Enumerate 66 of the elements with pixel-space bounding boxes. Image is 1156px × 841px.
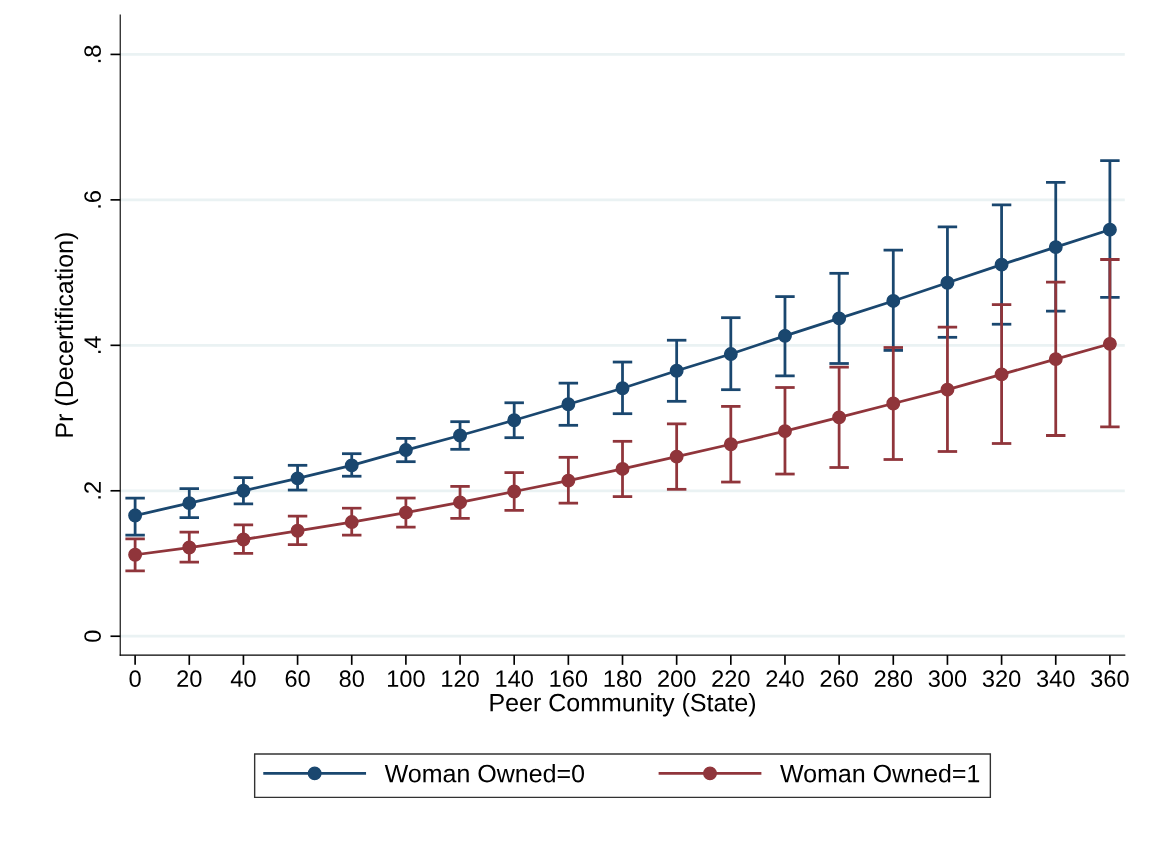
x-tick-label: 300: [928, 670, 967, 688]
point: [940, 382, 955, 397]
point: [236, 483, 251, 498]
x-tick-label: 40: [230, 670, 256, 688]
y-tick-label: 0: [84, 630, 101, 642]
x-tick-label: 120: [442, 670, 479, 688]
point: [994, 367, 1009, 382]
point: [994, 257, 1009, 272]
y-tick-label: .6: [84, 191, 101, 208]
point: [886, 294, 901, 308]
point: [290, 523, 305, 538]
point: [669, 363, 684, 378]
point: [344, 458, 359, 473]
x-tick-label: 220: [712, 670, 750, 688]
x-tick-label: 260: [820, 670, 858, 688]
point: [561, 473, 576, 488]
point: [778, 424, 792, 439]
x-axis-title: Peer Community (State): [490, 693, 756, 717]
x-tick-label: 200: [658, 670, 696, 688]
x-tick-label: 80: [339, 670, 364, 688]
point: [778, 328, 792, 343]
y-tick-label: .4: [84, 336, 101, 354]
point: [832, 410, 847, 425]
point: [940, 275, 955, 290]
point: [723, 437, 738, 452]
x-tick-label: 340: [1036, 670, 1075, 688]
x-tick-label: 360: [1091, 670, 1129, 688]
point: [236, 532, 251, 547]
x-tick-label: 320: [982, 670, 1021, 688]
x-tick-label: 280: [874, 670, 913, 688]
x-tick-label: 240: [766, 670, 804, 688]
point: [128, 547, 143, 562]
x-tick-label: 180: [604, 670, 642, 688]
point: [669, 449, 684, 464]
y-tick-label: .2: [84, 482, 101, 499]
x-tick-label: 0: [129, 670, 141, 688]
point: [182, 540, 197, 555]
x-tick-label: 20: [177, 670, 202, 688]
point: [561, 397, 576, 412]
point: [453, 428, 467, 443]
y-axis-title: Pr (Decertification): [54, 233, 79, 437]
point: [182, 496, 197, 511]
point: [398, 443, 413, 457]
point: [886, 396, 901, 411]
point: [453, 495, 467, 510]
x-tick-label: 60: [285, 670, 310, 688]
point: [1102, 336, 1117, 351]
point: [1048, 240, 1063, 255]
x-tick-label: 140: [496, 670, 533, 688]
point: [398, 505, 413, 520]
point: [832, 311, 847, 326]
point: [615, 462, 630, 476]
point: [128, 508, 143, 523]
point: [507, 484, 522, 499]
point: [1048, 352, 1063, 367]
point: [1102, 222, 1117, 237]
point: [344, 515, 359, 529]
legend-label: Woman Owned=0: [384, 764, 585, 783]
y-tick-label: .8: [84, 45, 101, 63]
x-tick-label: 100: [387, 670, 425, 688]
x-tick-label: 160: [550, 670, 588, 688]
point: [615, 381, 630, 396]
point: [723, 347, 738, 361]
legend-label: Woman Owned=1: [780, 764, 980, 783]
point: [290, 471, 305, 486]
point: [507, 413, 522, 428]
